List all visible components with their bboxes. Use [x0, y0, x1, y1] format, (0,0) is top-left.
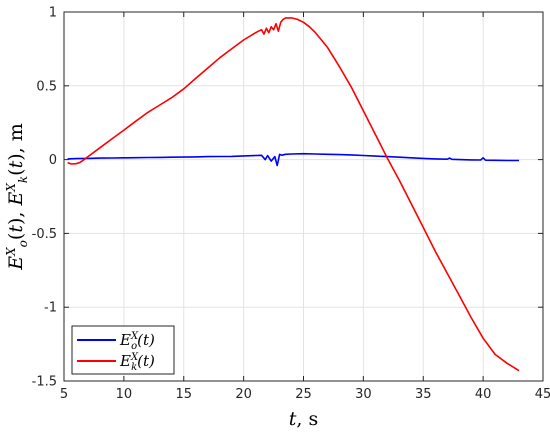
y-tick-label: 0.5 [36, 79, 57, 94]
y-tick-label: 0 [49, 153, 57, 168]
x-tick-label: 15 [175, 387, 192, 402]
legend: EX o(t)EX k(t) [71, 325, 175, 375]
y-tick-label: -1 [44, 301, 57, 316]
axis-ticks: 5 10 15 20 25 30 35 40 45 -1.5 -1 -0.5 0 0.5 1 [32, 6, 550, 403]
series-line-e-k [67, 17, 520, 372]
x-tick-label: 45 [535, 387, 550, 402]
y-tick-label: 1 [49, 6, 57, 21]
legend-entry: EX o(t) [119, 331, 155, 352]
legend-entry: EX k(t) [119, 352, 155, 373]
x-tick-label: 5 [60, 387, 68, 402]
y-tick-label: -0.5 [32, 227, 57, 242]
x-tick-label: 10 [116, 387, 133, 402]
plot-area [67, 17, 520, 372]
x-axis-label: t, s [289, 408, 318, 430]
series-line-e-o [67, 152, 519, 167]
x-tick-label: 25 [295, 387, 312, 402]
x-tick-label: 40 [475, 387, 492, 402]
x-tick-label: 20 [235, 387, 252, 402]
y-axis-label: EXo(t), EXk(t), m [4, 123, 30, 271]
x-tick-label: 30 [355, 387, 372, 402]
x-tick-label: 35 [415, 387, 432, 402]
legend-box [71, 325, 175, 375]
y-tick-label: -1.5 [32, 375, 57, 390]
